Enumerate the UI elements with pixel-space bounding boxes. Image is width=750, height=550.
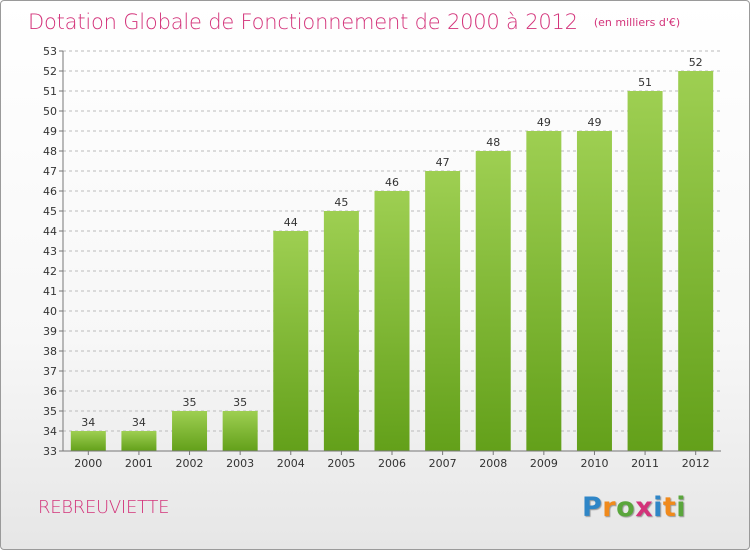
x-tick-label: 2008 — [479, 457, 507, 470]
x-tick-label: 2000 — [74, 457, 102, 470]
bar-value-label: 35 — [183, 396, 197, 409]
y-tick-label: 53 — [43, 45, 57, 58]
logo-letter: i — [653, 492, 663, 523]
bar — [70, 431, 106, 451]
y-tick-label: 37 — [43, 365, 57, 378]
y-tick-label: 42 — [43, 265, 57, 278]
y-tick-label: 33 — [43, 445, 57, 458]
axes: 33 34 35 36 37 38 39 40 41 42 43 44 45 46 47 48 49 50 51 52… — [43, 45, 721, 470]
bar — [526, 131, 562, 451]
x-tick-label: 2002 — [176, 457, 204, 470]
x-tick-label: 2005 — [327, 457, 355, 470]
bar — [678, 71, 714, 451]
y-tick-label: 49 — [43, 125, 57, 138]
bar-value-label: 46 — [385, 176, 399, 189]
bars — [70, 71, 714, 451]
bar-value-label: 49 — [537, 116, 551, 129]
y-tick-label: 38 — [43, 345, 57, 358]
x-tick-label: 2003 — [226, 457, 254, 470]
logo-letter: i — [676, 492, 687, 523]
bar-value-label: 34 — [81, 416, 95, 429]
bar-value-label: 35 — [233, 396, 247, 409]
x-tick-label: 2006 — [378, 457, 406, 470]
bar-value-label: 48 — [486, 136, 500, 149]
y-tick-label: 40 — [43, 305, 57, 318]
bar-value-label: 34 — [132, 416, 146, 429]
bar — [273, 231, 309, 451]
chart-title: Dotation Globale de Fonctionnement de 20… — [28, 10, 578, 34]
bar-value-label: 44 — [284, 216, 298, 229]
y-tick-label: 43 — [43, 245, 57, 258]
logo-letter: P — [582, 492, 603, 523]
bar — [576, 131, 612, 451]
logo-letter: r — [602, 492, 617, 523]
bar — [222, 411, 258, 451]
bar — [425, 171, 461, 451]
y-tick-label: 36 — [43, 385, 57, 398]
bar — [172, 411, 208, 451]
chart-unit: (en milliers d'€) — [593, 16, 681, 29]
x-tick-label: 2011 — [631, 457, 659, 470]
bar — [323, 211, 359, 451]
x-tick-label: 2001 — [125, 457, 153, 470]
y-tick-label: 47 — [43, 165, 57, 178]
y-tick-label: 45 — [43, 205, 57, 218]
data-labels: 34 34 35 35 44 45 46 47 48 49 49 51 52 — [81, 56, 702, 429]
chart-title-row: Dotation Globale de Fonctionnement de 20… — [28, 10, 680, 34]
proxiti-logo[interactable]: Proxiti — [582, 492, 686, 523]
y-tick-label: 44 — [43, 225, 57, 238]
bar-value-label: 52 — [689, 56, 703, 69]
y-tick-label: 39 — [43, 325, 57, 338]
x-tick-label: 2012 — [682, 457, 710, 470]
bar-value-label: 45 — [334, 196, 348, 209]
bar — [374, 191, 410, 451]
x-tick-label: 2004 — [277, 457, 305, 470]
y-tick-label: 50 — [43, 105, 57, 118]
bar — [121, 431, 157, 451]
y-tick-label: 35 — [43, 405, 57, 418]
x-tick-label: 2010 — [580, 457, 608, 470]
y-tick-label: 41 — [43, 285, 57, 298]
bar — [475, 151, 511, 451]
x-tick-label: 2009 — [530, 457, 558, 470]
x-tick-label: 2007 — [429, 457, 457, 470]
y-tick-label: 34 — [43, 425, 57, 438]
logo-letter: t — [662, 492, 677, 523]
y-tick-label: 48 — [43, 145, 57, 158]
bar — [627, 91, 663, 451]
logo-letter: o — [616, 492, 636, 523]
bar-value-label: 51 — [638, 76, 652, 89]
y-tick-label: 46 — [43, 185, 57, 198]
bar-value-label: 49 — [587, 116, 601, 129]
location-name: REBREUVIETTE — [38, 497, 170, 518]
y-tick-label: 52 — [43, 65, 57, 78]
logo-letter: x — [635, 492, 654, 523]
y-tick-label: 51 — [43, 85, 57, 98]
bar-value-label: 47 — [436, 156, 450, 169]
